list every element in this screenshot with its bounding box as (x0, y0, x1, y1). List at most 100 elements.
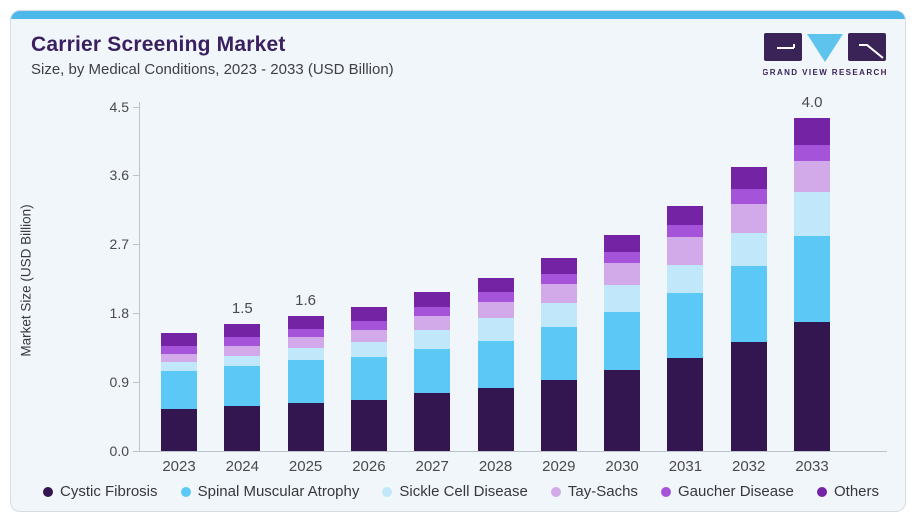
bar-segment (224, 337, 261, 346)
bar-segment (350, 341, 387, 358)
x-axis-label: 2029 (542, 458, 576, 475)
y-axis-tick-label: 0.0 (109, 443, 129, 459)
bar-segment (604, 234, 641, 253)
y-axis-tick (133, 106, 139, 108)
bar-segment (604, 284, 641, 313)
y-axis-tick-label: 4.5 (109, 98, 129, 115)
bar-segment (287, 337, 324, 349)
bar-segment (667, 293, 704, 359)
bar-segment (604, 263, 641, 285)
legend-dot-icon (550, 486, 561, 497)
y-axis-tick (133, 382, 139, 384)
legend-label: Others (833, 483, 879, 500)
stacked-bar-2028 (477, 278, 514, 451)
legend-item: Others (816, 483, 879, 500)
bar-value-label: 1.5 (231, 300, 253, 318)
bar-segment (667, 224, 704, 238)
bar-segment (730, 188, 767, 204)
bar-segment (604, 312, 641, 370)
stacked-bar-2031 (667, 205, 704, 451)
bar-segment (477, 340, 514, 389)
bar-segment (730, 341, 767, 451)
bar-segment (794, 322, 830, 451)
x-axis-label: 2030 (605, 458, 639, 475)
stacked-bar-2024 (224, 324, 261, 451)
bar-segment (414, 315, 451, 330)
top-accent-strip (11, 11, 905, 19)
bar-value-label: 1.6 (295, 291, 317, 309)
bar-segment (667, 264, 704, 294)
x-axis-label: 2031 (668, 458, 703, 475)
x-axis-label: 2023 (162, 458, 196, 475)
bar-segment (287, 348, 324, 360)
legend-item: Sickle Cell Disease (382, 483, 528, 500)
bar-segment (161, 345, 197, 355)
bar-segment (604, 370, 641, 451)
legend-label: Sickle Cell Disease (399, 483, 528, 500)
bar-segment (287, 329, 324, 338)
bar-segment (477, 301, 514, 319)
bar-segment (667, 237, 704, 265)
x-axis-label: 2024 (225, 458, 259, 475)
page-subtitle: Size, by Medical Conditions, 2023 - 2033… (31, 61, 394, 78)
stacked-bar-2032 (730, 167, 767, 451)
bar-segment (350, 400, 387, 451)
legend-dot-icon (180, 486, 191, 497)
bar-segment (224, 324, 261, 338)
bar-segment (161, 370, 197, 410)
stacked-bar-2029 (540, 258, 577, 451)
bar-segment (540, 380, 577, 451)
bar-segment (604, 252, 641, 264)
bar-segment (414, 393, 451, 451)
legend-item: Gaucher Disease (661, 483, 794, 500)
y-axis-tick-label: 3.6 (109, 167, 129, 184)
bar-segment (161, 333, 197, 346)
stacked-bar-2033 (794, 117, 830, 451)
x-axis-label: 2026 (352, 458, 386, 475)
legend-item: Spinal Muscular Atrophy (180, 483, 360, 500)
bar-segment (730, 266, 767, 342)
bar-segment (350, 320, 387, 330)
legend-dot-icon (43, 486, 53, 497)
stacked-bar-2027 (414, 292, 451, 451)
bar-segment (540, 327, 577, 381)
bar-segment (540, 258, 577, 274)
bar-segment (414, 306, 451, 316)
bar-segment (224, 365, 261, 406)
legend-dot-icon (816, 486, 827, 497)
y-axis-tick-label: 0.9 (109, 374, 129, 391)
x-axis-label: 2028 (478, 458, 513, 475)
bar-segment (794, 117, 830, 145)
bar-segment (477, 318, 514, 341)
bar-segment (414, 329, 451, 350)
legend-label: Tay-Sachs (567, 483, 638, 500)
bar-segment (540, 274, 577, 285)
y-axis-tick-label: 1.8 (109, 305, 129, 322)
legend-dot-icon (382, 486, 393, 497)
grand-view-research-logo: GRAND VIEW RESEARCH (763, 33, 887, 77)
bar-segment (224, 345, 261, 356)
bar-segment (414, 292, 451, 307)
x-axis-label: 2033 (795, 458, 829, 475)
bar-value-label: 4.0 (801, 93, 823, 111)
y-axis-tick (133, 175, 139, 177)
chart-card: Carrier Screening Market Size, by Medica… (10, 10, 906, 512)
x-axis-label: 2027 (415, 458, 449, 475)
bar-segment (667, 205, 704, 225)
bar-segment (794, 161, 830, 193)
legend-label: Spinal Muscular Atrophy (197, 483, 360, 500)
logo-triangle-icon (807, 34, 843, 62)
logo-text: GRAND VIEW RESEARCH (763, 68, 887, 77)
bar-segment (287, 315, 324, 330)
logo-r-glyph (859, 44, 884, 59)
bar-segment (477, 292, 514, 302)
bar-segment (477, 388, 514, 451)
bar-segment (287, 359, 324, 403)
bar-segment (350, 329, 387, 342)
legend-item: Cystic Fibrosis (43, 483, 158, 500)
bar-segment (224, 405, 261, 451)
bar-segment (730, 233, 767, 267)
y-axis-tick (133, 451, 139, 452)
legend: Cystic Fibrosis Spinal Muscular Atrophy Si… (11, 483, 905, 500)
bar-segment (730, 203, 767, 234)
